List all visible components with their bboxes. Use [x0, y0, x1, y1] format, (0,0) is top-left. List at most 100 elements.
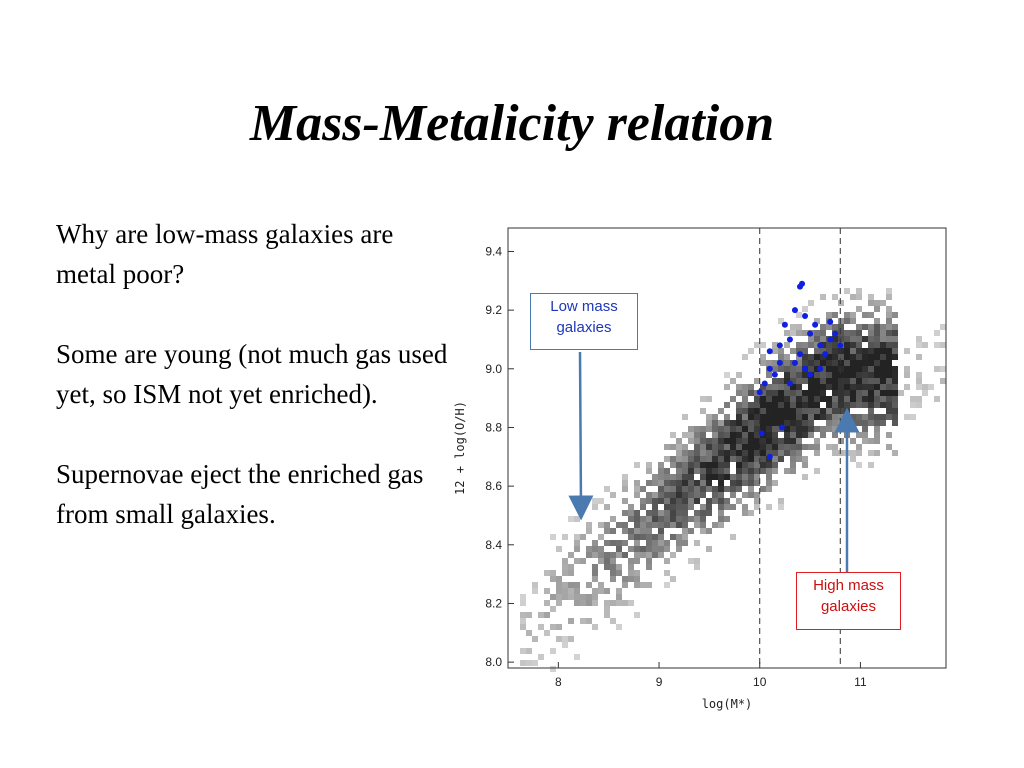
data-point — [802, 365, 809, 372]
heatmap-cell — [610, 552, 616, 558]
data-point — [766, 365, 773, 372]
heatmap-cell — [784, 420, 790, 426]
y-tick-label: 8.4 — [485, 538, 502, 552]
heatmap-cell — [670, 552, 676, 558]
heatmap-cell — [808, 390, 814, 396]
heatmap-cell — [748, 486, 754, 492]
heatmap-cell — [862, 420, 868, 426]
heatmap-cell — [604, 522, 610, 528]
heatmap-cell — [760, 342, 766, 348]
heatmap-cell — [544, 630, 550, 636]
heatmap-cell — [652, 516, 658, 522]
heatmap-cell — [718, 516, 724, 522]
heatmap-cell — [796, 420, 802, 426]
heatmap-cell — [700, 474, 706, 480]
heatmap-cell — [694, 480, 700, 486]
heatmap-cell — [526, 660, 532, 666]
heatmap-cell — [700, 486, 706, 492]
heatmap-cell — [610, 540, 616, 546]
heatmap-cell — [706, 438, 712, 444]
heatmap-cell — [772, 396, 778, 402]
heatmap-cell — [718, 426, 724, 432]
heatmap-cell — [646, 528, 652, 534]
heatmap-cell — [826, 444, 832, 450]
heatmap-cell — [604, 504, 610, 510]
heatmap-cell — [622, 600, 628, 606]
data-point — [791, 359, 798, 366]
heatmap-cell — [694, 438, 700, 444]
heatmap-cell — [712, 498, 718, 504]
heatmap-cell — [916, 396, 922, 402]
heatmap-cell — [790, 390, 796, 396]
heatmap-cell — [778, 390, 784, 396]
heatmap-cell — [622, 552, 628, 558]
heatmap-cell — [790, 432, 796, 438]
heatmap-cell — [796, 396, 802, 402]
heatmap-cell — [766, 384, 772, 390]
heatmap-cell — [802, 306, 808, 312]
heatmap-cell — [550, 648, 556, 654]
heatmap-cell — [652, 522, 658, 528]
heatmap-cell — [562, 558, 568, 564]
heatmap-cell — [736, 414, 742, 420]
heatmap-cell — [832, 294, 838, 300]
heatmap-cell — [892, 312, 898, 318]
heatmap-cell — [754, 492, 760, 498]
heatmap-cell — [886, 366, 892, 372]
heatmap-cell — [796, 330, 802, 336]
heatmap-cell — [784, 366, 790, 372]
heatmap-cell — [772, 468, 778, 474]
heatmap-cell — [592, 498, 598, 504]
heatmap-cell — [778, 444, 784, 450]
heatmap-cell — [784, 378, 790, 384]
heatmap-cell — [682, 522, 688, 528]
heatmap-cell — [622, 510, 628, 516]
heatmap-cell — [724, 450, 730, 456]
heatmap-cell — [868, 402, 874, 408]
heatmap-cell — [610, 600, 616, 606]
heatmap-cell — [718, 462, 724, 468]
heatmap-cell — [868, 360, 874, 366]
heatmap-cell — [682, 504, 688, 510]
heatmap-cell — [796, 390, 802, 396]
heatmap-cell — [772, 348, 778, 354]
heatmap-cell — [772, 432, 778, 438]
heatmap-cell — [838, 324, 844, 330]
heatmap-cell — [784, 360, 790, 366]
heatmap-cell — [778, 408, 784, 414]
heatmap-cell — [586, 594, 592, 600]
heatmap-cell — [640, 522, 646, 528]
heatmap-cell — [736, 444, 742, 450]
heatmap-cell — [706, 420, 712, 426]
heatmap-cell — [820, 324, 826, 330]
heatmap-cell — [832, 336, 838, 342]
heatmap-cell — [748, 438, 754, 444]
heatmap-cell — [712, 450, 718, 456]
heatmap-cell — [766, 432, 772, 438]
heatmap-cell — [820, 348, 826, 354]
heatmap-cell — [640, 498, 646, 504]
heatmap-cell — [742, 462, 748, 468]
heatmap-cell — [754, 480, 760, 486]
heatmap-cell — [784, 330, 790, 336]
heatmap-cell — [742, 402, 748, 408]
heatmap-cell — [868, 330, 874, 336]
heatmap-cell — [736, 498, 742, 504]
heatmap-cell — [700, 396, 706, 402]
heatmap-cell — [730, 432, 736, 438]
heatmap-cell — [658, 474, 664, 480]
heatmap-cell — [856, 462, 862, 468]
heatmap-cell — [706, 462, 712, 468]
heatmap-cell — [640, 546, 646, 552]
heatmap-cell — [862, 384, 868, 390]
heatmap-cell — [832, 450, 838, 456]
heatmap-cell — [868, 396, 874, 402]
heatmap-cell — [760, 456, 766, 462]
heatmap-cell — [634, 552, 640, 558]
heatmap-cell — [676, 438, 682, 444]
heatmap-cell — [646, 540, 652, 546]
heatmap-cell — [664, 510, 670, 516]
heatmap-cell — [808, 360, 814, 366]
heatmap-cell — [634, 576, 640, 582]
heatmap-cell — [772, 444, 778, 450]
